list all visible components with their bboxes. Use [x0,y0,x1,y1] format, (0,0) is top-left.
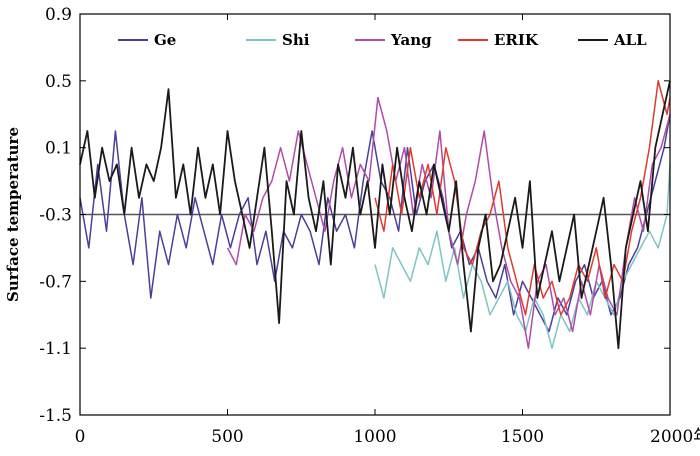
series-line-erik [374,80,671,316]
legend-label-yang: Yang [390,31,432,49]
x-tick-label: 0 [75,427,86,447]
legend-label-ge: Ge [154,31,176,49]
x-tick-label: 1500 [501,427,544,447]
legend-label-all: ALL [613,31,647,49]
x-tick-label: 1000 [353,427,396,447]
y-tick-label: 0.5 [45,72,72,92]
series-line-ge [79,114,671,333]
series-line-yang [226,96,671,349]
legend-label-shi: Shi [282,31,310,49]
series-line-all [79,80,671,350]
legend: Ge Shi Yang ERIK ALL [118,31,647,49]
y-tick-label: 0.1 [45,139,72,159]
y-tick-label: -1.5 [39,406,72,426]
y-tick-label: 0.9 [45,5,72,25]
y-axis-title: Surface temperature [4,127,22,302]
x-tick-label: 2000年 [650,427,700,447]
y-tick-label: -1.1 [39,339,72,359]
x-tick-label: 500 [211,427,243,447]
axes-layer: 0.9 0.5 0.1 -0.3 -0.7 -1.1 -1.50 500 1000 1500 200… [4,5,700,447]
series-layer [79,80,671,350]
y-tick-label: -0.7 [39,272,72,292]
y-tick-label: -0.3 [39,206,72,226]
legend-label-erik: ERIK [494,31,539,49]
